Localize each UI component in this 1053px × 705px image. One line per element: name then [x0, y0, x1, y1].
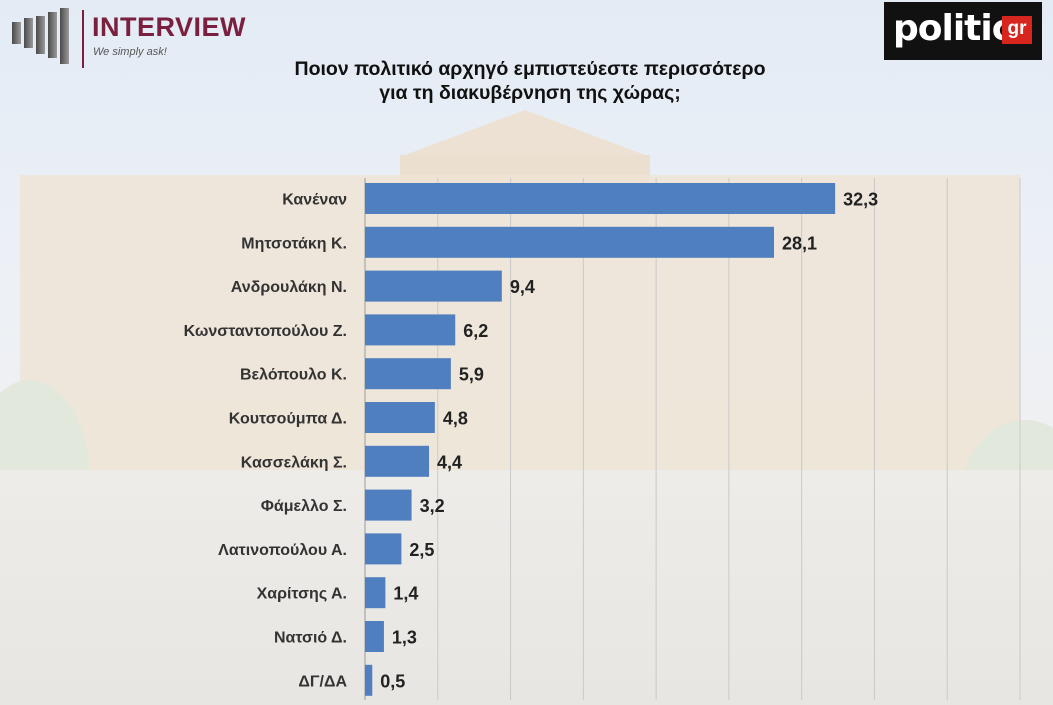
- value-label: 2,5: [409, 540, 434, 560]
- category-label: Χαρίτσης Α.: [257, 586, 347, 603]
- value-label: 9,4: [510, 277, 535, 297]
- interview-logo: INTERVIEW We simply ask!: [10, 8, 250, 68]
- brand-tagline: We simply ask!: [93, 46, 167, 58]
- category-label: Κασσελάκη Σ.: [241, 454, 347, 471]
- value-label: 32,3: [843, 190, 878, 210]
- bar: [365, 226, 775, 258]
- category-label: Κανέναν: [282, 192, 347, 209]
- partner-logo-word: politic: [893, 8, 1013, 49]
- value-label: 0,5: [380, 671, 405, 691]
- value-label: 6,2: [463, 321, 488, 341]
- chart-title-line: για τη διακυβέρνηση της χώρας;: [379, 82, 681, 104]
- bar: [365, 664, 373, 696]
- brand-name: INTERVIEW: [92, 12, 247, 42]
- category-label: Βελόπουλο Κ.: [240, 367, 347, 384]
- chart-gridlines: [364, 178, 1021, 700]
- value-label: 1,4: [393, 584, 418, 604]
- politic-logo: politic gr: [884, 2, 1042, 60]
- bar: [365, 445, 430, 477]
- category-label: Κωνσταντοπούλου Ζ.: [184, 323, 347, 340]
- chart-category-labels: Κανέναν Μητσοτάκη Κ. Ανδρουλάκη Ν. Κωνσταντ…: [184, 192, 348, 691]
- chart-value-labels: 32,3 28,1 9,4 6,2 5,9 4,8 4,4 3,2 2,5 1,4 1,3 0,5: [380, 190, 878, 692]
- bar: [365, 533, 402, 565]
- chart-title: Ποιον πολιτικό αρχηγό εμπιστεύεστε περισ…: [200, 57, 860, 105]
- value-label: 4,8: [443, 409, 468, 429]
- bar: [365, 358, 451, 390]
- category-label: Κουτσούμπα Δ.: [229, 411, 347, 428]
- chart-bars: [365, 183, 836, 696]
- value-label: 5,9: [459, 365, 484, 385]
- bar: [365, 402, 435, 433]
- bar: [365, 183, 836, 214]
- category-label: Ανδρουλάκη Ν.: [231, 279, 347, 296]
- value-label: 4,4: [437, 452, 462, 472]
- bar: [365, 577, 386, 609]
- bar: [365, 489, 412, 521]
- category-label: Φάμελλο Σ.: [261, 498, 347, 515]
- category-label: Μητσοτάκη Κ.: [241, 235, 347, 252]
- bar: [365, 314, 456, 346]
- category-label: ΔΓ/ΔΑ: [298, 673, 347, 690]
- category-label: Νατσιό Δ.: [274, 630, 347, 647]
- value-label: 1,3: [392, 628, 417, 648]
- category-label: Λατινοπούλου Α.: [218, 542, 347, 559]
- bar: [365, 621, 384, 652]
- value-label: 28,1: [782, 233, 817, 253]
- chart-title-line: Ποιον πολιτικό αρχηγό εμπιστεύεστε περισ…: [294, 58, 766, 80]
- bar: [365, 270, 502, 302]
- value-label: 3,2: [420, 496, 445, 516]
- partner-logo-suffix: gr: [1002, 16, 1032, 44]
